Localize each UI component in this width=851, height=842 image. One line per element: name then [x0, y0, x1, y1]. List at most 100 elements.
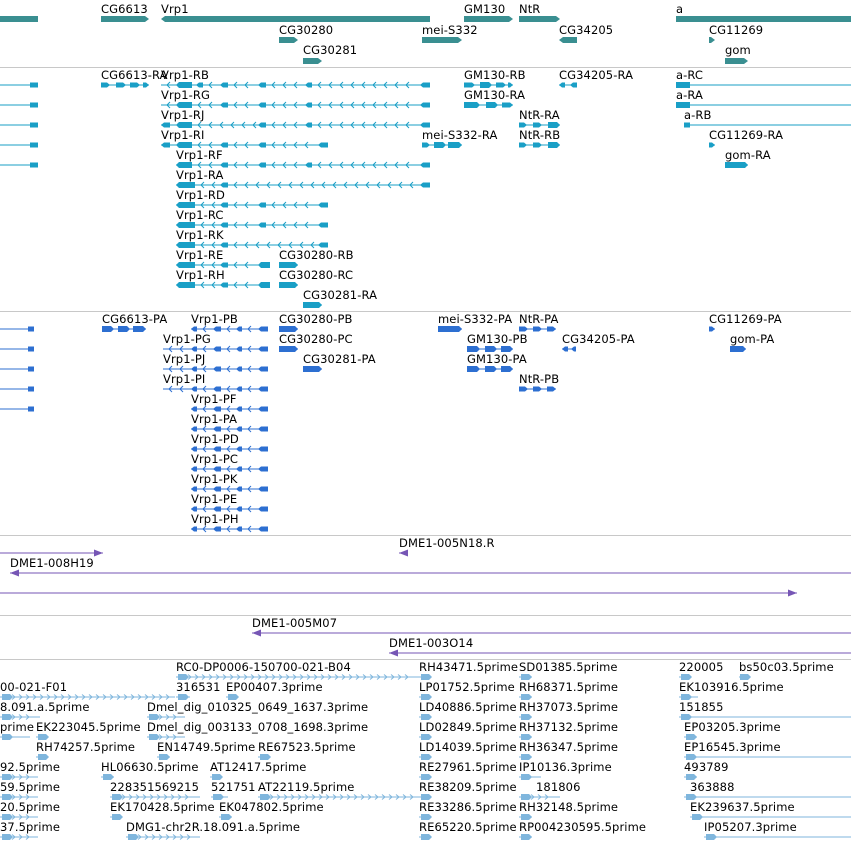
feature-label[interactable]: CG34205-RA — [559, 68, 634, 82]
feature-label[interactable]: CG30280-PC — [279, 332, 353, 346]
feature-label[interactable]: bs50c03.5prime — [739, 660, 834, 674]
feature-label[interactable]: CG34205 — [559, 23, 614, 37]
feature-glyph[interactable] — [559, 37, 577, 43]
feature-glyph[interactable] — [191, 505, 268, 513]
feature-glyph[interactable] — [0, 162, 38, 168]
feature-glyph[interactable] — [519, 774, 541, 780]
feature-label[interactable]: prime — [0, 720, 35, 734]
feature-label[interactable]: CG11269 — [709, 23, 764, 37]
feature-glyph[interactable] — [709, 142, 715, 148]
feature-glyph[interactable] — [676, 82, 851, 88]
feature-glyph[interactable] — [219, 814, 232, 820]
feature-label[interactable]: EK239637.5prime — [690, 800, 795, 814]
feature-glyph[interactable] — [176, 221, 328, 229]
feature-label[interactable]: EK047802.5prime — [219, 800, 324, 814]
feature-glyph[interactable] — [126, 834, 200, 840]
feature-label[interactable]: 316531 — [176, 680, 221, 694]
feature-glyph[interactable] — [191, 405, 268, 413]
feature-glyph[interactable] — [0, 814, 38, 820]
feature-label[interactable]: CG34205-PA — [562, 332, 635, 346]
feature-glyph[interactable] — [0, 734, 30, 740]
feature-label[interactable]: 181806 — [536, 780, 581, 794]
feature-glyph[interactable] — [676, 102, 851, 108]
feature-glyph[interactable] — [161, 16, 430, 22]
feature-glyph[interactable] — [36, 754, 49, 760]
feature-label[interactable]: DME1-008H19 — [10, 556, 94, 570]
feature-glyph[interactable] — [559, 82, 577, 88]
feature-label[interactable]: 220005 — [679, 660, 724, 674]
feature-glyph[interactable] — [679, 674, 692, 680]
feature-glyph[interactable] — [419, 734, 432, 740]
feature-glyph[interactable] — [303, 302, 322, 308]
feature-label[interactable]: NtR-PB — [519, 372, 560, 386]
feature-glyph[interactable] — [191, 465, 268, 473]
feature-glyph[interactable] — [419, 774, 432, 780]
feature-glyph[interactable] — [519, 754, 532, 760]
feature-label[interactable]: CG6613-RA — [101, 68, 168, 82]
feature-label[interactable]: Vrp1-PC — [191, 452, 239, 466]
feature-label[interactable]: 20.5prime — [0, 800, 61, 814]
feature-glyph[interactable] — [176, 694, 190, 700]
feature-label[interactable]: DME1-005M07 — [252, 616, 338, 630]
feature-label[interactable]: 493789 — [684, 760, 729, 774]
feature-label[interactable]: EK170428.5prime — [110, 800, 215, 814]
feature-glyph[interactable] — [0, 386, 34, 392]
feature-label[interactable]: CG11269-RA — [709, 128, 784, 142]
feature-label[interactable]: RH36347.5prime — [519, 740, 619, 754]
feature-label[interactable]: Vrp1-PA — [191, 412, 238, 426]
feature-label[interactable]: RP004230595.5prime — [519, 820, 647, 834]
feature-glyph[interactable] — [0, 16, 38, 22]
feature-label[interactable]: RH68371.5prime — [519, 680, 619, 694]
feature-label[interactable]: Vrp1-RB — [161, 68, 209, 82]
feature-label[interactable]: Vrp1-PD — [191, 432, 239, 446]
feature-glyph[interactable] — [101, 82, 149, 88]
feature-glyph[interactable] — [464, 82, 513, 88]
feature-glyph[interactable] — [0, 834, 38, 840]
feature-label[interactable]: a-RB — [684, 108, 712, 122]
feature-glyph[interactable] — [303, 58, 322, 64]
feature-glyph[interactable] — [676, 16, 851, 22]
feature-label[interactable]: LD40886.5prime — [419, 700, 517, 714]
feature-glyph[interactable] — [519, 16, 560, 22]
feature-label[interactable]: Vrp1-RE — [176, 248, 224, 262]
feature-label[interactable]: a-RA — [676, 88, 703, 102]
feature-glyph[interactable] — [157, 754, 170, 760]
feature-glyph[interactable] — [725, 58, 748, 64]
feature-glyph[interactable] — [419, 694, 432, 700]
feature-label[interactable]: RE67523.5prime — [258, 740, 356, 754]
feature-label[interactable]: Vrp1-RA — [176, 168, 224, 182]
feature-glyph[interactable] — [0, 82, 38, 88]
feature-label[interactable]: Vrp1-PJ — [163, 352, 206, 366]
feature-label[interactable]: DME1-003O14 — [389, 636, 474, 650]
feature-label[interactable]: GM130-PB — [467, 332, 528, 346]
feature-label[interactable]: Dmel_dig_010325_0649_1637.3prime — [147, 700, 369, 714]
feature-label[interactable]: LP01752.5prime — [419, 680, 515, 694]
feature-glyph[interactable] — [176, 281, 270, 289]
feature-label[interactable]: CG6613 — [101, 2, 148, 16]
feature-glyph[interactable] — [519, 694, 532, 700]
feature-label[interactable]: GM130-PA — [467, 352, 527, 366]
feature-label[interactable]: 363888 — [690, 780, 735, 794]
feature-glyph[interactable] — [226, 694, 239, 700]
feature-glyph[interactable] — [467, 366, 513, 372]
feature-label[interactable]: CG30281-RA — [303, 288, 378, 302]
feature-label[interactable]: Dmel_dig_003133_0708_1698.3prime — [147, 720, 369, 734]
feature-label[interactable]: Vrp1-PE — [191, 492, 238, 506]
feature-label[interactable]: RE27961.5prime — [419, 760, 517, 774]
feature-glyph[interactable] — [110, 794, 200, 800]
feature-glyph[interactable] — [419, 714, 432, 720]
feature-label[interactable]: LD14039.5prime — [419, 740, 517, 754]
feature-label[interactable]: NtR-RA — [519, 108, 560, 122]
feature-label[interactable]: Vrp1-RI — [161, 128, 205, 142]
feature-label[interactable]: mei-S332 — [422, 23, 478, 37]
feature-glyph[interactable] — [519, 142, 560, 148]
feature-label[interactable]: CG11269-PA — [709, 312, 782, 326]
feature-glyph[interactable] — [725, 162, 748, 168]
feature-label[interactable]: NtR-RB — [519, 128, 561, 142]
feature-glyph[interactable] — [0, 549, 103, 557]
feature-glyph[interactable] — [101, 774, 114, 780]
feature-label[interactable]: GM130-RA — [464, 88, 526, 102]
feature-glyph[interactable] — [419, 834, 432, 840]
feature-glyph[interactable] — [422, 37, 462, 43]
feature-label[interactable]: AT12417.5prime — [210, 760, 307, 774]
